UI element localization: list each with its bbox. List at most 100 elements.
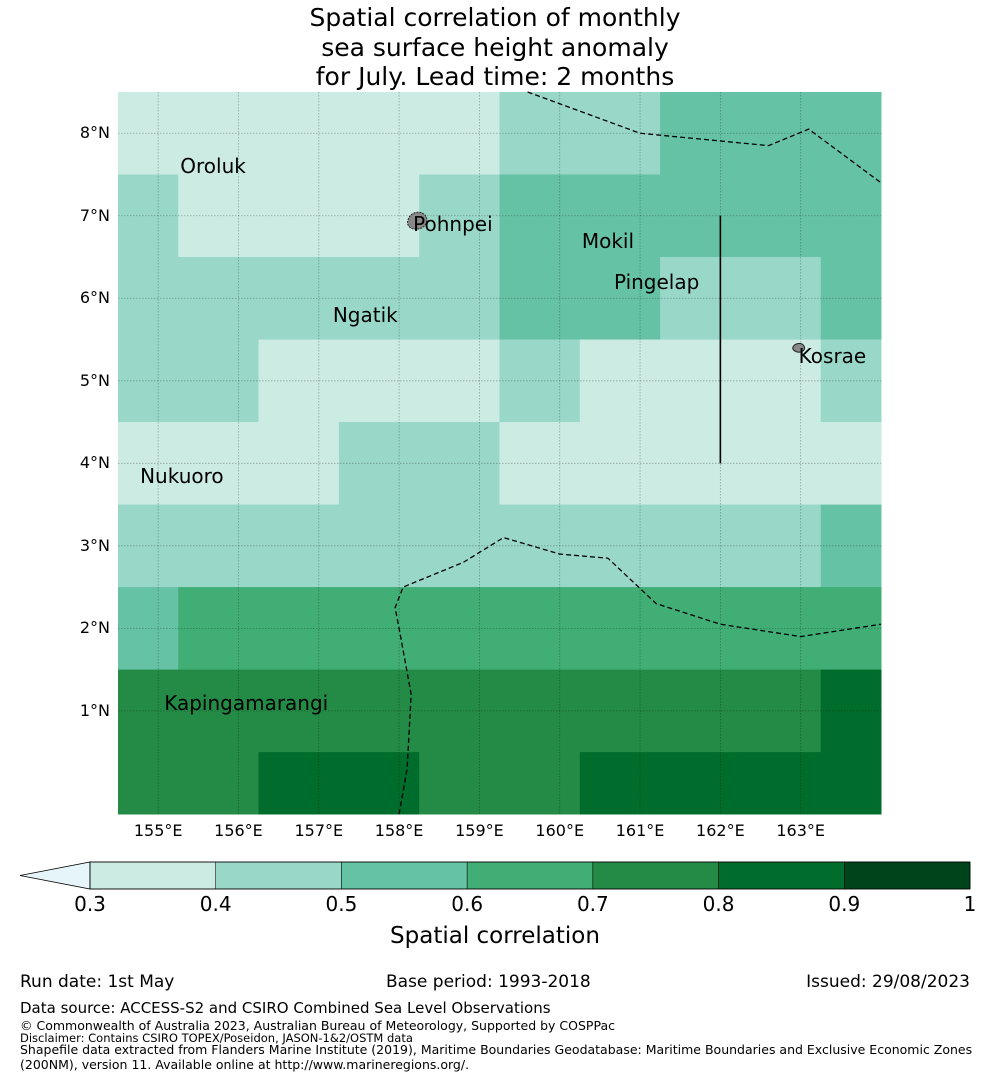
eez-boundaries: [394, 91, 882, 815]
correlation-cell: [499, 587, 581, 671]
correlation-cell: [820, 669, 882, 753]
disclaimer: Disclaimer: Contains CSIRO TOPEX/Poseido…: [20, 1031, 413, 1045]
correlation-cell: [338, 339, 420, 423]
map-title-line1: Spatial correlation of monthly: [309, 3, 681, 32]
correlation-cell: [419, 339, 500, 423]
correlation-cell: [258, 422, 340, 506]
correlation-cell: [820, 257, 882, 341]
gridlines: [118, 92, 881, 814]
correlation-cell: [660, 504, 741, 588]
kosrae-island-shape: [792, 343, 805, 353]
correlation-cell: [820, 752, 882, 815]
correlation-cell: [660, 174, 741, 258]
colorbar-tick-label: 0.4: [199, 892, 232, 916]
colorbar-bin: [844, 861, 971, 890]
lat-tick-label: 6°N: [79, 288, 110, 308]
data-source: Data source: ACCESS-S2 and CSIRO Combine…: [20, 999, 551, 1017]
correlation-cell: [660, 257, 741, 341]
run-date: Run date: 1st May: [20, 972, 175, 992]
correlation-cell: [419, 422, 500, 506]
map-title-line3: for July. Lead time: 2 months: [315, 62, 675, 91]
correlation-cell: [178, 339, 260, 423]
correlation-cell: [118, 669, 179, 753]
correlation-cell: [579, 504, 661, 588]
place-label: Mokil: [581, 228, 635, 253]
correlation-cell: [178, 174, 260, 258]
colorbar-outline: [89, 861, 971, 890]
lon-tick-label: 158°E: [374, 821, 424, 840]
correlation-cell: [660, 587, 741, 671]
correlation-cell: [258, 257, 340, 341]
correlation-cell: [740, 504, 822, 588]
correlation-cell: [338, 257, 420, 341]
place-label: Pohnpei: [413, 212, 493, 237]
correlation-cell: [499, 339, 581, 423]
correlation-field: [118, 92, 882, 815]
colorbar-bin: [89, 861, 216, 890]
correlation-cell: [820, 422, 882, 506]
colorbar: [19, 861, 971, 890]
eez-dashed-boundary: [527, 91, 882, 184]
correlation-cell: [660, 339, 741, 423]
correlation-cell: [499, 422, 581, 506]
correlation-cell: [118, 587, 179, 671]
correlation-cell: [338, 504, 420, 588]
correlation-cell: [820, 174, 882, 258]
place-label: Kapingamarangi: [164, 690, 329, 715]
correlation-cell: [579, 422, 661, 506]
correlation-cell: [338, 422, 420, 506]
correlation-cell: [178, 752, 260, 815]
correlation-cell: [258, 339, 340, 423]
correlation-cell: [579, 92, 661, 176]
lon-tick-label: 155°E: [133, 821, 183, 840]
correlation-cell: [419, 587, 500, 671]
correlation-cell: [740, 669, 822, 753]
eez-dashed-boundary: [394, 536, 882, 815]
correlation-cell: [820, 339, 882, 423]
correlation-cell: [118, 422, 179, 506]
lon-tick-label: 162°E: [696, 821, 745, 840]
correlation-cell: [178, 669, 260, 753]
correlation-cell: [740, 257, 822, 341]
colorbar-bin: [592, 861, 719, 890]
lat-tick-label: 4°N: [79, 453, 110, 473]
correlation-cell: [740, 92, 822, 176]
correlation-cell: [178, 422, 260, 506]
correlation-cell: [258, 92, 340, 176]
correlation-cell: [258, 587, 340, 671]
correlation-cell: [499, 504, 581, 588]
correlation-cell: [118, 752, 179, 815]
correlation-cell: [178, 92, 260, 176]
place-label: Nukuoro: [140, 463, 224, 488]
issued-date: Issued: 29/08/2023: [806, 972, 970, 992]
correlation-cell: [258, 174, 340, 258]
colorbar-bin: [215, 861, 342, 890]
correlation-cell: [660, 422, 741, 506]
island-shapes: [407, 211, 805, 353]
correlation-cell: [579, 752, 661, 815]
colorbar-label: Spatial correlation: [390, 923, 600, 949]
correlation-cell: [419, 174, 500, 258]
colorbar-bin: [718, 861, 845, 890]
lat-tick-label: 3°N: [79, 535, 110, 555]
correlation-cell: [660, 752, 741, 815]
correlation-cell: [660, 92, 741, 176]
lon-tick-label: 157°E: [294, 821, 344, 840]
correlation-cell: [118, 257, 179, 341]
map-title-line2: sea surface height anomaly: [321, 33, 669, 62]
correlation-cell: [419, 669, 500, 753]
place-label: Kosrae: [798, 344, 867, 369]
correlation-cell: [579, 174, 661, 258]
colorbar-tick-label: 0.6: [451, 892, 484, 916]
colorbar-tick-label: 0.5: [325, 892, 358, 916]
lon-tick-label: 161°E: [615, 821, 665, 840]
colorbar-bin: [466, 861, 594, 890]
correlation-cell: [118, 92, 179, 176]
correlation-cell: [740, 422, 822, 506]
correlation-cell: [820, 504, 882, 588]
correlation-cell: [338, 174, 420, 258]
correlation-cell: [338, 752, 420, 815]
correlation-cell: [740, 174, 822, 258]
correlation-cell: [579, 339, 661, 423]
